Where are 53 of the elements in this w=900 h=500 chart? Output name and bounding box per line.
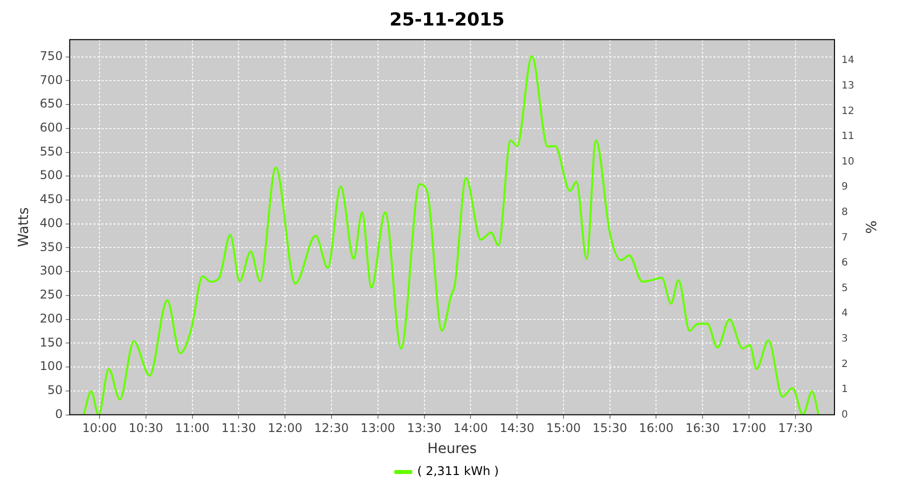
chart-title: 25-11-2015 bbox=[389, 9, 505, 30]
x-tick-label: 16:00 bbox=[638, 421, 674, 436]
y2-tick-label: 5 bbox=[841, 282, 848, 294]
x-tick-label: 13:30 bbox=[406, 421, 442, 436]
x-tick-label: 15:00 bbox=[546, 421, 581, 436]
x-tick-label: 13:00 bbox=[360, 421, 396, 436]
y-tick-label: 400 bbox=[40, 216, 63, 230]
y2-tick-label: 10 bbox=[841, 156, 854, 168]
x-tick-label: 11:30 bbox=[221, 421, 256, 436]
x-tick-label: 17:00 bbox=[732, 421, 766, 436]
x-tick-label: 11:00 bbox=[174, 421, 210, 436]
x-tick-label: 15:30 bbox=[592, 421, 628, 436]
y2-tick-label: 13 bbox=[841, 80, 854, 92]
y2-tick-label: 8 bbox=[841, 206, 848, 218]
y-axis-title: Watts bbox=[16, 207, 32, 248]
y2-tick-label: 11 bbox=[841, 131, 854, 142]
y2-tick-label: 3 bbox=[841, 333, 848, 344]
y2-tick-label: 14 bbox=[841, 55, 854, 66]
line-series bbox=[82, 55, 820, 415]
y2-tick-label: 12 bbox=[841, 106, 854, 117]
x-tick-label: 17:30 bbox=[778, 421, 813, 436]
y2-axis-title: % bbox=[862, 220, 878, 234]
y2-tick-label: 7 bbox=[841, 232, 848, 244]
y-tick-label: 750 bbox=[40, 48, 63, 63]
y-tick-label: 500 bbox=[40, 168, 63, 182]
y2-tick-label: 6 bbox=[841, 258, 848, 269]
y2-tick-label: 2 bbox=[841, 358, 848, 370]
x-axis-title: Heures bbox=[427, 441, 477, 458]
x-tick-label: 16:30 bbox=[685, 421, 720, 436]
x-tick-label: 10:00 bbox=[82, 421, 117, 436]
y-tick-label: 250 bbox=[40, 288, 63, 302]
y-tick-label: 100 bbox=[40, 359, 63, 374]
y-tick-label: 0 bbox=[55, 406, 63, 421]
y-tick-label: 50 bbox=[47, 383, 63, 398]
y-tick-label: 700 bbox=[40, 72, 63, 87]
y2-tick-label: 9 bbox=[841, 182, 848, 193]
y-tick-label: 200 bbox=[40, 311, 63, 326]
x-tick-label: 12:30 bbox=[314, 421, 349, 436]
y-tick-label: 650 bbox=[40, 96, 63, 111]
legend-label: ( 2,311 kWh ) bbox=[417, 464, 499, 478]
x-tick-label: 14:30 bbox=[500, 421, 534, 436]
y2-tick-label: 0 bbox=[841, 409, 848, 420]
y2-tick-label: 1 bbox=[841, 384, 848, 396]
y2-tick-label: 4 bbox=[841, 308, 848, 320]
y-tick-label: 350 bbox=[40, 240, 63, 254]
y-tick-label: 300 bbox=[40, 264, 63, 278]
x-tick-label: 12:00 bbox=[268, 421, 302, 436]
x-tick-label: 14:00 bbox=[453, 421, 488, 436]
y-tick-label: 600 bbox=[40, 120, 63, 135]
y-tick-label: 550 bbox=[40, 144, 63, 158]
y-tick-label: 150 bbox=[40, 335, 63, 350]
x-tick-label: 10:30 bbox=[128, 421, 164, 436]
y-tick-label: 450 bbox=[40, 192, 63, 206]
